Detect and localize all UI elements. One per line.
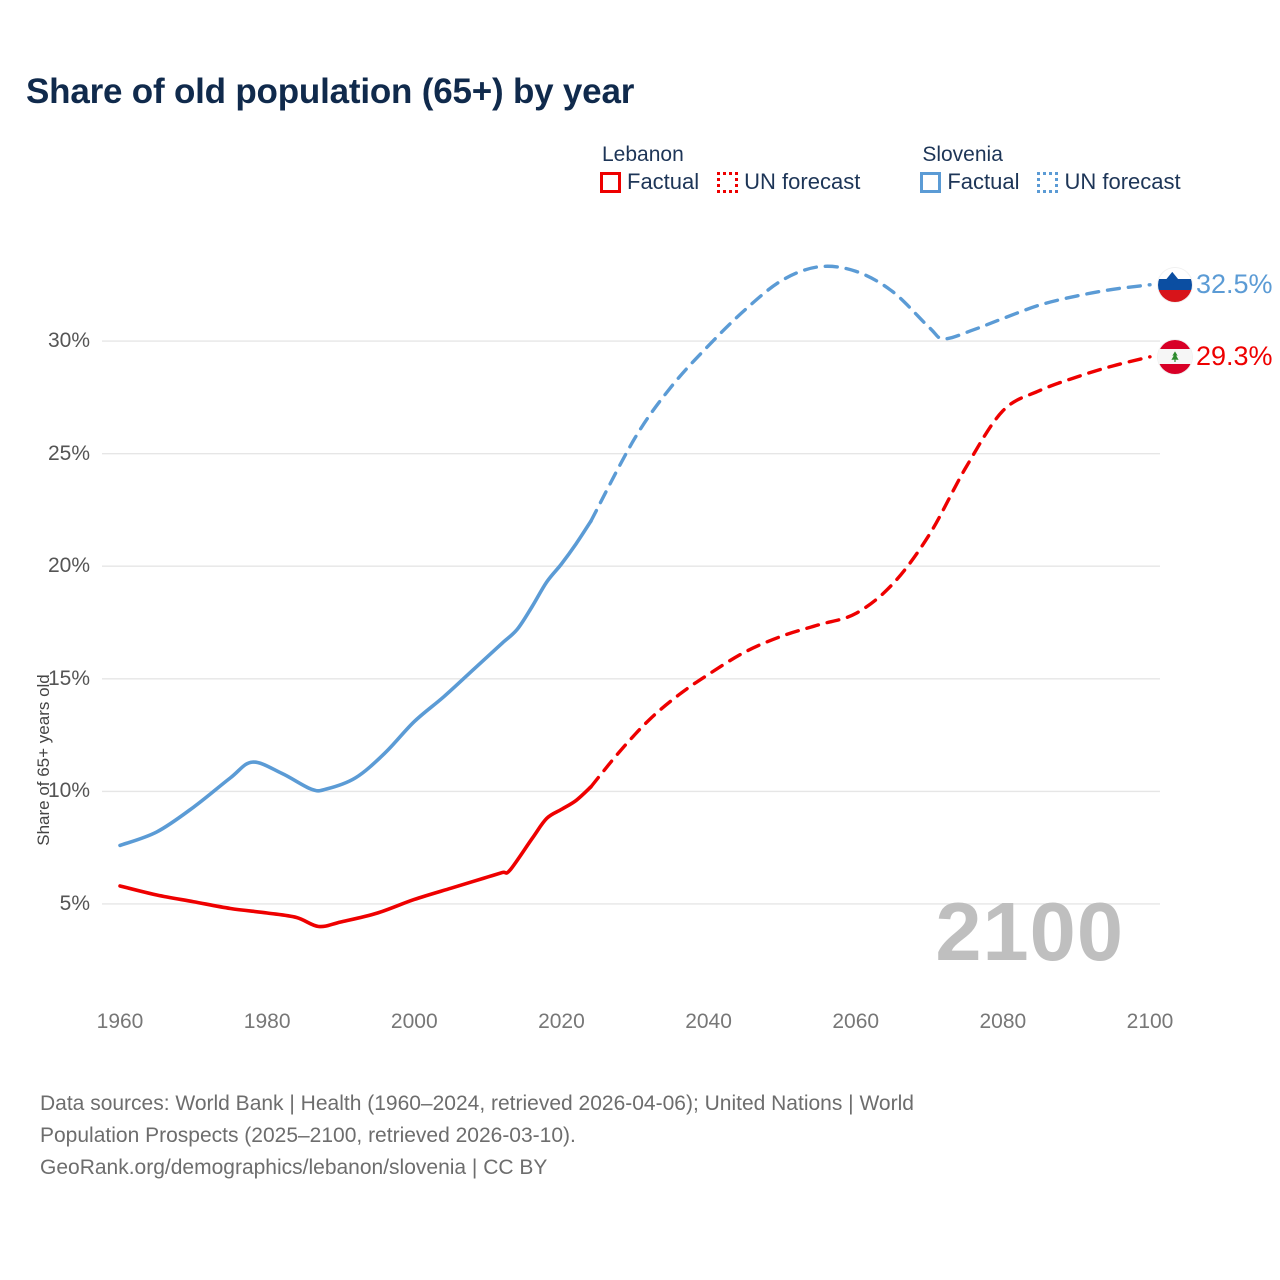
footer-line-1: Data sources: World Bank | Health (1960–… <box>40 1092 914 1115</box>
end-value-lebanon: 29.3% <box>1196 341 1273 372</box>
y-tick-label: 30% <box>47 329 90 353</box>
x-tick-label: 1980 <box>243 1010 291 1033</box>
legend-label-lebanon-factual: Factual <box>627 169 700 194</box>
legend-swatch-dotted-icon <box>1037 171 1059 193</box>
x-tick-label: 2080 <box>979 1010 1027 1033</box>
legend-row-lebanon: Factual UN forecast <box>600 171 860 193</box>
y-tick-label: 20% <box>47 554 90 578</box>
end-label-slovenia: 32.5% <box>1158 267 1273 302</box>
y-axis-title-label: Share of 65+ years old <box>34 674 53 846</box>
series-line-slovenia-factual <box>118 519 593 848</box>
x-tick-label: 2020 <box>538 1010 585 1033</box>
lebanon-flag-icon <box>1158 339 1192 374</box>
legend-group-lebanon: Lebanon Factual UN forecast <box>600 144 860 193</box>
legend-swatch-solid-icon <box>920 171 942 193</box>
legend-item-slovenia-forecast[interactable]: UN forecast <box>1037 169 1181 194</box>
legend-item-lebanon-factual[interactable]: Factual <box>600 171 699 193</box>
x-tick-label: 1960 <box>96 1010 144 1033</box>
series-line-lebanon-forecast <box>589 355 1152 789</box>
end-label-lebanon: 29.3% <box>1158 339 1273 374</box>
x-tick-label: 2040 <box>685 1010 732 1033</box>
series-line-lebanon-factual <box>118 785 593 929</box>
legend-group-slovenia: Slovenia Factual UN forecast <box>920 143 1181 194</box>
legend-country-slovenia: Slovenia <box>922 143 1003 166</box>
legend-label-slovenia-forecast: UN forecast <box>1064 169 1181 194</box>
x-tick-label: 2100 <box>1126 1010 1174 1033</box>
x-tick-label: 2000 <box>390 1010 438 1033</box>
legend-country-lebanon: Lebanon <box>602 143 684 166</box>
chart-canvas <box>102 264 1160 929</box>
page-title: Share of old population (65+) by year <box>26 72 635 111</box>
plot-area: Share of 65+ years old 2100 5% 10% 15% 20% 2… <box>0 240 1280 1033</box>
year-watermark: 2100 <box>935 885 1124 978</box>
footer-sources: Data sources: World Bank | Health (1960–… <box>40 1088 1220 1184</box>
y-tick-label: 5% <box>59 891 90 915</box>
end-value-slovenia: 32.5% <box>1196 269 1273 300</box>
slovenia-flag-icon <box>1158 267 1192 302</box>
legend-label-lebanon-forecast: UN forecast <box>744 169 861 194</box>
footer-line-3: GeoRank.org/demographics/lebanon/sloveni… <box>40 1155 548 1179</box>
series-line-slovenia-forecast <box>589 264 1152 523</box>
y-tick-label: 15% <box>47 666 90 690</box>
y-tick-label: 10% <box>47 779 90 803</box>
legend-row-slovenia: Factual UN forecast <box>920 169 1181 194</box>
legend-swatch-dotted-icon <box>717 171 739 193</box>
gridlines <box>102 340 1160 905</box>
legend-item-slovenia-factual[interactable]: Factual <box>920 171 1019 193</box>
series-lines <box>118 264 1152 929</box>
legend-swatch-solid-icon <box>600 171 621 193</box>
y-tick-label: 25% <box>47 441 90 465</box>
legend-label-slovenia-factual: Factual <box>947 169 1020 194</box>
x-tick-label: 2060 <box>832 1010 880 1033</box>
chart-legend: Lebanon Factual UN forecast Slovenia Fac… <box>600 144 1181 193</box>
footer-line-2: Population Prospects (2025–2100, retriev… <box>40 1123 576 1147</box>
legend-item-lebanon-forecast[interactable]: UN forecast <box>717 171 860 193</box>
